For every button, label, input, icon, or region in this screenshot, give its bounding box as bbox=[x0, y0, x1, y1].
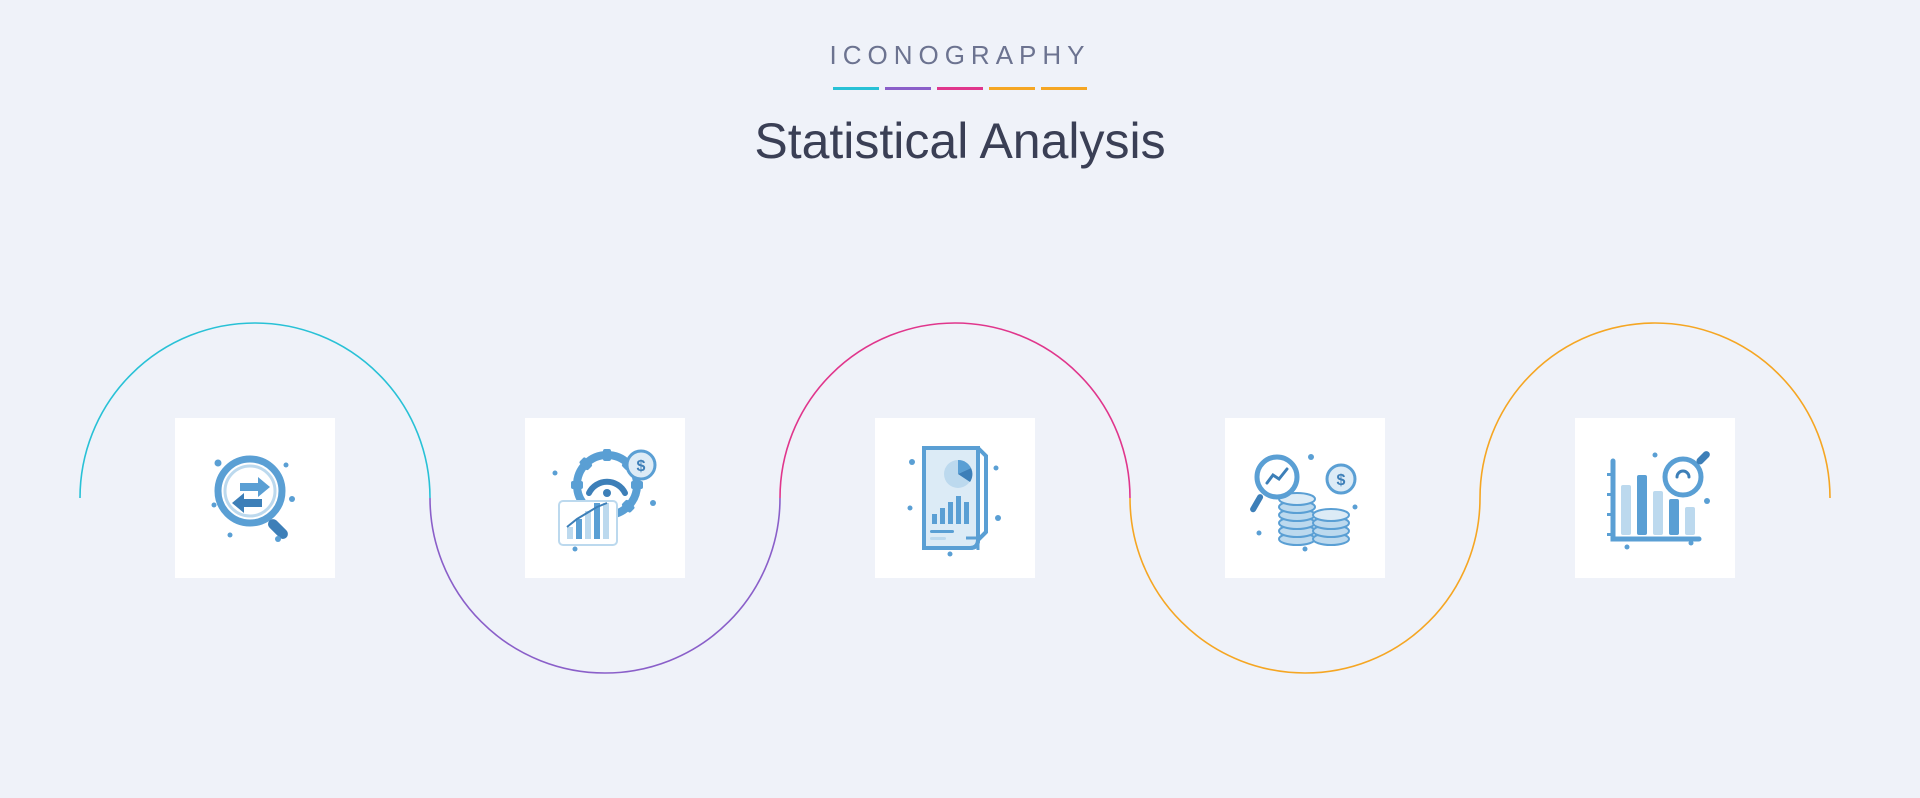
svg-text:$: $ bbox=[637, 458, 646, 475]
icon-card-1 bbox=[175, 418, 335, 578]
bar-search-icon bbox=[1595, 443, 1715, 553]
icon-card-4: $ bbox=[1225, 418, 1385, 578]
large-title: Statistical Analysis bbox=[0, 112, 1920, 170]
underline-row bbox=[0, 87, 1920, 90]
small-title: ICONOGRAPHY bbox=[0, 40, 1920, 71]
header: ICONOGRAPHY Statistical Analysis bbox=[0, 40, 1920, 170]
icon-card-2: $ bbox=[525, 418, 685, 578]
icon-card-5 bbox=[1575, 418, 1735, 578]
underline-seg-1 bbox=[833, 87, 879, 90]
coins-analysis-icon: $ bbox=[1245, 443, 1365, 553]
underline-seg-4 bbox=[989, 87, 1035, 90]
gear-chart-icon: $ bbox=[545, 443, 665, 553]
search-transfer-icon bbox=[200, 443, 310, 553]
svg-text:$: $ bbox=[1337, 472, 1346, 489]
underline-seg-2 bbox=[885, 87, 931, 90]
icon-card-3 bbox=[875, 418, 1035, 578]
report-document-icon bbox=[900, 438, 1010, 558]
underline-seg-5 bbox=[1041, 87, 1087, 90]
infographic-canvas: ICONOGRAPHY Statistical Analysis $ $ bbox=[0, 0, 1920, 798]
underline-seg-3 bbox=[937, 87, 983, 90]
